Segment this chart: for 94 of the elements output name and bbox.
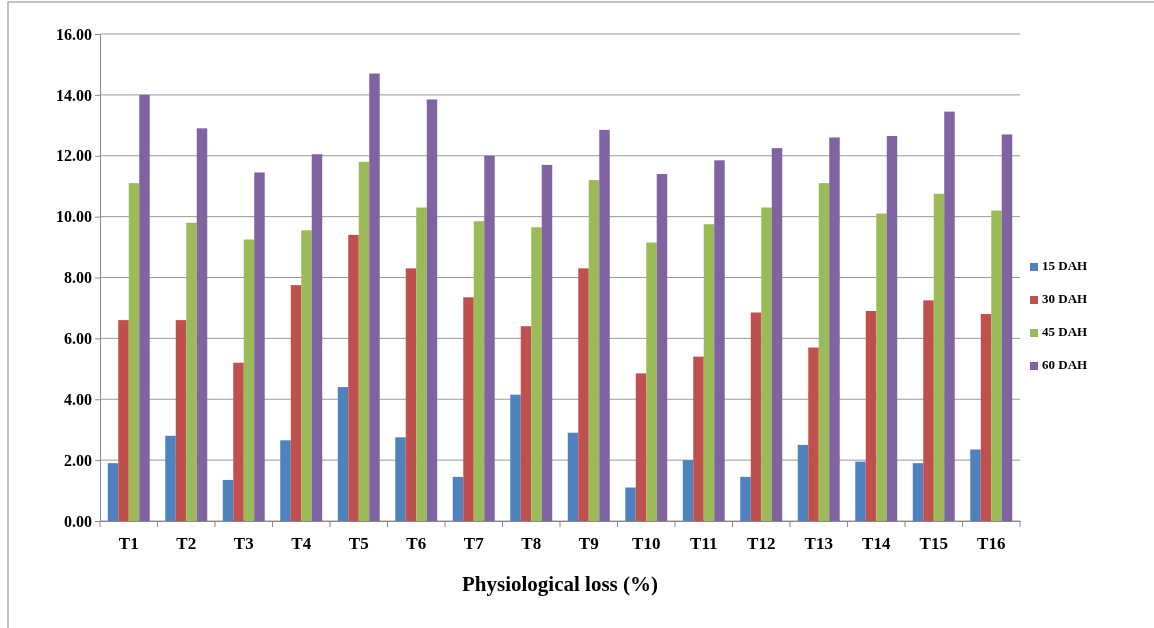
bar	[348, 234, 359, 521]
y-tick-label: 2.00	[64, 451, 92, 469]
y-tick-label: 8.00	[64, 269, 92, 287]
bar	[567, 432, 579, 521]
bar	[520, 326, 532, 521]
x-tick-label: T2	[176, 534, 197, 554]
bar	[473, 221, 485, 521]
bar	[254, 172, 265, 521]
bar	[750, 312, 762, 521]
x-tick-label: T6	[406, 534, 427, 554]
bar	[233, 362, 244, 521]
x-tick-label: T1	[118, 534, 139, 554]
bar	[855, 461, 866, 521]
bar	[128, 183, 140, 521]
x-tick-label: T8	[521, 534, 542, 554]
x-tick-label: T5	[348, 534, 369, 554]
x-tick-label: T14	[862, 534, 891, 554]
bar	[186, 222, 197, 521]
bar	[301, 230, 312, 521]
bar	[369, 73, 380, 521]
bar	[405, 268, 417, 521]
bar	[808, 347, 819, 521]
bar	[337, 387, 349, 521]
bar	[107, 463, 119, 521]
bar	[290, 285, 302, 521]
y-tick-label: 16.00	[56, 25, 92, 43]
bar	[740, 476, 751, 521]
bar	[118, 320, 129, 521]
bar	[452, 476, 464, 521]
bar	[818, 183, 830, 521]
bar	[280, 440, 291, 521]
bar	[484, 155, 495, 521]
y-tick-label: 12.00	[56, 147, 92, 165]
bar	[578, 268, 589, 521]
bar	[588, 180, 600, 521]
bar	[646, 242, 657, 521]
bar	[541, 164, 553, 521]
bar	[944, 111, 955, 521]
bar	[463, 297, 474, 521]
x-tick-label: T15	[919, 534, 948, 554]
y-tick-label: 6.00	[64, 329, 92, 347]
bar	[991, 210, 1002, 521]
x-tick-label: T12	[747, 534, 776, 554]
bar	[625, 487, 636, 521]
x-tick-label: T11	[690, 534, 718, 554]
bar	[886, 135, 898, 521]
bar	[243, 239, 255, 521]
x-tick-label: T4	[291, 534, 312, 554]
bar	[165, 435, 176, 521]
bar	[693, 356, 704, 521]
y-tick-label: 14.00	[56, 86, 92, 104]
bar	[876, 213, 887, 521]
x-tick-label: T9	[578, 534, 599, 554]
x-axis-title: Physiological loss (%)	[461, 572, 659, 596]
x-tick-label: T13	[804, 534, 833, 554]
legend-label: 30 DAH	[1042, 291, 1088, 306]
bar	[703, 224, 715, 521]
bar	[635, 373, 647, 521]
bar	[222, 479, 234, 521]
bar	[682, 460, 694, 521]
bar	[970, 449, 981, 521]
bar	[416, 207, 427, 521]
bar	[196, 128, 208, 521]
bar	[797, 444, 809, 521]
legend-label: 60 DAH	[1042, 357, 1088, 372]
bar	[311, 154, 323, 521]
y-tick-label: 10.00	[56, 208, 92, 226]
bar	[510, 394, 521, 521]
x-tick-label: T7	[463, 534, 485, 554]
bar	[139, 94, 150, 521]
bar	[761, 207, 772, 521]
legend-label: 15 DAH	[1042, 258, 1088, 273]
y-tick-label: 0.00	[64, 512, 92, 530]
bar	[865, 310, 877, 521]
bar	[395, 437, 406, 521]
bar	[923, 300, 934, 521]
bar	[933, 193, 945, 521]
bar	[656, 174, 668, 521]
legend-label: 45 DAH	[1042, 324, 1088, 339]
x-tick-label: T16	[977, 534, 1006, 554]
bar	[829, 137, 840, 521]
x-tick-label: T10	[632, 534, 661, 554]
bar	[426, 99, 438, 521]
bar	[912, 463, 924, 521]
bar	[358, 161, 370, 521]
bar	[531, 227, 542, 521]
bar	[599, 129, 610, 521]
x-tick-label: T3	[233, 534, 254, 554]
bar	[980, 314, 992, 521]
bar	[714, 160, 725, 521]
y-tick-label: 4.00	[64, 390, 92, 408]
bar	[771, 148, 783, 521]
bar	[175, 320, 187, 521]
bar	[1001, 134, 1013, 521]
